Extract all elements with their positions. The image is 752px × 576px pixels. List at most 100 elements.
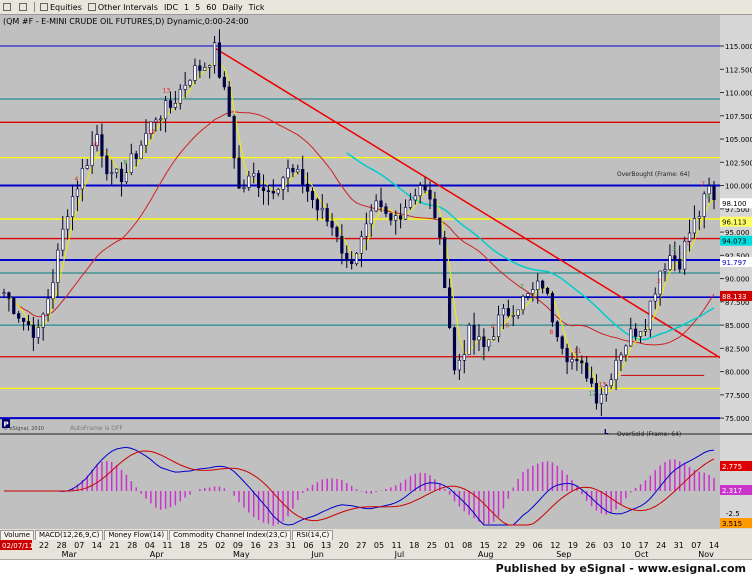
- interval-daily-button[interactable]: Daily: [222, 2, 243, 12]
- price-marker-label: 98.100: [722, 200, 747, 208]
- price-tick-label: 90.000: [725, 276, 750, 284]
- candle-body: [46, 298, 50, 315]
- grid-icon: [3, 3, 11, 11]
- price-marker-label: 91.797: [722, 259, 747, 267]
- candle-body: [61, 228, 65, 251]
- tab-cci[interactable]: Commodity Channel Index(23,C): [169, 529, 292, 540]
- candle-body: [467, 324, 471, 355]
- price-tick-label: 87.500: [725, 299, 750, 307]
- candle-body: [350, 259, 354, 265]
- candle-body: [168, 100, 173, 108]
- toolbar-grid-button[interactable]: [0, 3, 16, 11]
- interval-idc-button[interactable]: IDC: [163, 2, 179, 12]
- date-tick-label: 17: [638, 541, 648, 550]
- candle-body: [634, 328, 638, 337]
- date-tick-label: 15: [480, 541, 490, 550]
- tab-macd[interactable]: MACD(12,26,9,C): [35, 529, 104, 540]
- interval-5-button[interactable]: 5: [195, 2, 201, 12]
- candle-body: [648, 300, 652, 331]
- price-tick-label: 110.000: [725, 90, 752, 98]
- sequence-count-label: 12: [589, 390, 597, 397]
- month-label: Oct: [635, 550, 649, 559]
- price-tick-label: 115.000: [725, 43, 752, 51]
- candle-body: [85, 165, 89, 169]
- autoframe-label: AutoFrame is OFF: [70, 425, 123, 432]
- indicator-tabs: Volume MACD(12,26,9,C) Money Flow(14) Co…: [0, 529, 752, 540]
- sequence-count-label: 13: [163, 88, 171, 95]
- tab-rsi[interactable]: RSI(14,C): [292, 529, 334, 540]
- other-intervals-dropdown[interactable]: Other Intervals: [85, 3, 161, 12]
- macd-panel-bg: [0, 435, 720, 529]
- candle-body: [687, 232, 692, 242]
- toolbar-chart-button[interactable]: [16, 3, 32, 11]
- bars-icon: [40, 3, 48, 11]
- sequence-count-label: 1: [40, 321, 44, 328]
- candle-body: [707, 185, 711, 195]
- date-tick-label: 25: [198, 541, 208, 550]
- candle-body: [501, 308, 506, 316]
- candle-body: [423, 185, 427, 191]
- candle-body: [683, 240, 687, 270]
- price-tick-label: 82.500: [725, 345, 750, 353]
- candle-body: [173, 103, 177, 108]
- candle-body: [345, 252, 349, 261]
- sequence-count-label: 8: [549, 329, 553, 336]
- candle-body: [575, 358, 579, 362]
- candle-body: [589, 377, 594, 384]
- candle-body: [452, 327, 457, 371]
- candle-body: [697, 216, 701, 219]
- candle-body: [443, 237, 447, 289]
- price-tick-label: 85.000: [725, 322, 750, 330]
- candle-body: [413, 195, 417, 201]
- price-tick-label: 107.500: [725, 113, 752, 121]
- date-tick-label: 23: [268, 541, 278, 550]
- candle-body: [609, 379, 613, 387]
- equities-dropdown[interactable]: Equities: [37, 3, 85, 12]
- toolbar: Equities Other Intervals IDC 1 5 60 Dail…: [0, 0, 752, 15]
- candle-body: [266, 190, 271, 192]
- sequence-count-label: 7: [701, 181, 705, 188]
- price-tick-label: 112.500: [725, 66, 752, 74]
- interval-60-button[interactable]: 60: [206, 2, 217, 12]
- date-tick-label: 27: [356, 541, 366, 550]
- month-label: Nov: [698, 550, 714, 559]
- interval-tick-button[interactable]: Tick: [248, 2, 265, 12]
- candle-body: [222, 76, 226, 88]
- candle-body: [144, 133, 148, 146]
- price-panel-bg: [0, 15, 720, 433]
- start-date-label: 02/07/11: [2, 542, 33, 550]
- toolbar-divider: [34, 2, 35, 12]
- candle-body: [17, 313, 21, 319]
- candle-body: [139, 144, 143, 160]
- candle-body: [70, 196, 75, 217]
- price-marker-box: [720, 216, 752, 227]
- tab-money-flow[interactable]: Money Flow(14): [104, 529, 169, 540]
- candle-body: [281, 177, 285, 190]
- interval-1-button[interactable]: 1: [184, 2, 190, 12]
- macd-tick-label: -2.5: [726, 510, 740, 518]
- date-tick-label: 28: [57, 541, 67, 550]
- chart-area[interactable]: 1 4 6 8 12 13 2 4 6 7 8 11 12 13 2 3 5 7 9 115.000 112.500 1…: [0, 15, 752, 545]
- candle-body: [320, 208, 324, 211]
- price-tick-label: 105.000: [725, 136, 752, 144]
- candle-body: [276, 189, 280, 194]
- candle-body: [296, 169, 300, 173]
- candle-body: [110, 172, 114, 175]
- candle-body: [75, 188, 80, 197]
- candle-body: [56, 249, 60, 283]
- candle-body: [340, 236, 344, 254]
- date-tick-label: 31: [286, 541, 296, 550]
- candle-body: [447, 287, 452, 329]
- candle-body: [663, 269, 667, 272]
- candle-body: [702, 193, 706, 217]
- candle-body: [399, 215, 403, 220]
- candle-body: [560, 336, 564, 349]
- candle-body: [315, 199, 319, 211]
- overbought-label: OverBought (Frame: 64): [617, 171, 690, 178]
- candle-body: [183, 84, 187, 90]
- tab-volume[interactable]: Volume: [0, 529, 35, 540]
- sequence-count-label: 4: [491, 324, 495, 331]
- candle-body: [115, 168, 119, 174]
- candle-body: [310, 191, 315, 200]
